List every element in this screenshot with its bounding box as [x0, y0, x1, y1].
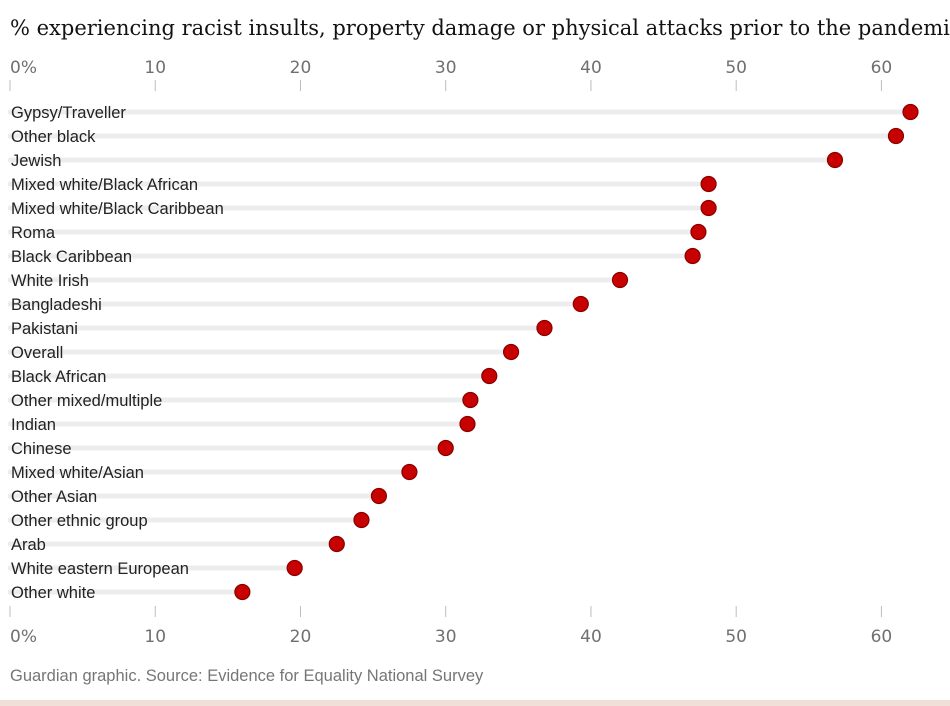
data-point — [459, 415, 476, 433]
category-label: Chinese — [11, 440, 72, 458]
category-label: Other Asian — [11, 488, 97, 506]
category-label: Bangladeshi — [11, 296, 102, 314]
table-row: Overall — [7, 343, 520, 362]
category-label: Gypsy/Traveller — [11, 104, 126, 122]
data-point — [286, 559, 303, 577]
data-point — [826, 151, 844, 169]
category-label: Other ethnic group — [11, 512, 148, 530]
data-point — [572, 295, 589, 313]
table-row: Other Asian — [7, 487, 388, 506]
category-label: Mixed white/Black African — [11, 176, 198, 194]
top-axis-tick-label: 40 — [580, 58, 602, 78]
data-rows: Gypsy/Traveller Other black Jewish Mixed wh… — [7, 103, 919, 602]
data-point — [437, 439, 454, 457]
category-label: Black African — [11, 368, 106, 386]
table-row: Gypsy/Traveller — [7, 103, 919, 122]
top-axis-tick-label: 60 — [871, 58, 893, 78]
category-label: Black Caribbean — [11, 248, 132, 266]
top-axis-tick-label: 30 — [435, 58, 457, 78]
category-label: White eastern European — [11, 560, 189, 578]
table-row: Bangladeshi — [7, 295, 589, 314]
data-point — [234, 583, 251, 601]
category-label: Pakistani — [11, 320, 78, 338]
bottom-axis-tick-label: 30 — [435, 627, 457, 647]
category-label: Jewish — [11, 152, 61, 170]
chart-source: Guardian graphic. Source: Evidence for E… — [10, 667, 484, 685]
table-row: Chinese — [7, 439, 454, 458]
chart-title: % experiencing racist insults, property … — [10, 16, 950, 40]
table-row: White eastern European — [7, 559, 303, 578]
bottom-axis: 0% 10 20 30 40 50 60 — [9, 606, 893, 647]
data-point — [887, 127, 905, 145]
data-point — [462, 391, 479, 409]
bottom-rule — [0, 700, 950, 706]
category-label: Other mixed/multiple — [11, 392, 162, 410]
data-point — [611, 271, 629, 289]
data-point — [536, 319, 553, 337]
category-label: Indian — [11, 416, 56, 434]
bottom-axis-tick-label: 40 — [580, 627, 602, 647]
table-row: Pakistani — [7, 319, 553, 338]
data-point — [328, 535, 345, 553]
data-point — [902, 103, 919, 121]
category-label: White Irish — [11, 272, 89, 290]
category-label: Other white — [11, 584, 95, 602]
bottom-axis-tick-label: 50 — [725, 627, 747, 647]
category-label: Overall — [11, 344, 63, 362]
data-point — [401, 463, 418, 481]
top-axis-tick-label: 20 — [290, 58, 312, 78]
table-row: Roma — [7, 223, 707, 242]
table-row: Jewish — [7, 151, 844, 170]
table-row: Black African — [7, 367, 498, 386]
category-label: Mixed white/Asian — [11, 464, 144, 482]
table-row: Mixed white/Black African — [7, 175, 717, 194]
bottom-axis-tick-label: 10 — [144, 627, 166, 647]
table-row: Other ethnic group — [7, 511, 370, 530]
table-row: White Irish — [7, 271, 629, 290]
category-label: Roma — [11, 224, 56, 242]
table-row: Other mixed/multiple — [7, 391, 479, 410]
top-axis-tick-label: 10 — [144, 58, 166, 78]
category-label: Mixed white/Black Caribbean — [11, 200, 224, 218]
category-label: Other black — [11, 128, 96, 146]
top-axis-tick-label: 0% — [10, 58, 37, 78]
bottom-axis-tick-label: 0% — [10, 627, 37, 647]
table-row: Arab — [7, 535, 345, 554]
data-point — [370, 487, 388, 505]
table-row: Mixed white/Asian — [7, 463, 418, 482]
bottom-axis-tick-label: 20 — [290, 627, 312, 647]
data-point — [353, 511, 370, 529]
table-row: Other white — [7, 583, 251, 602]
table-row: Indian — [7, 415, 476, 434]
data-point — [502, 343, 520, 361]
table-row: Other black — [7, 127, 905, 146]
bottom-axis-tick-label: 60 — [871, 627, 893, 647]
data-point — [684, 247, 701, 265]
table-row: Mixed white/Black Caribbean — [7, 199, 717, 218]
data-point — [700, 175, 717, 193]
top-axis: 0% 10 20 30 40 50 60 — [9, 58, 893, 91]
data-point — [700, 199, 717, 217]
category-label: Arab — [11, 536, 46, 554]
data-point — [690, 223, 707, 241]
table-row: Black Caribbean — [7, 247, 701, 266]
top-axis-tick-label: 50 — [725, 58, 747, 78]
data-point — [481, 367, 498, 385]
